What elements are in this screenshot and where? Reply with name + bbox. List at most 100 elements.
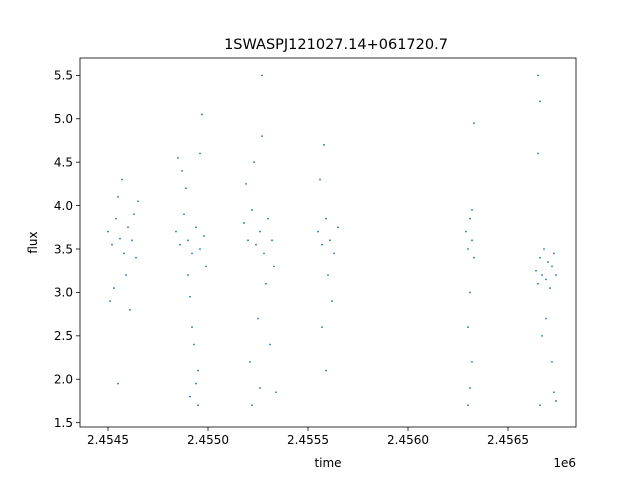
- data-point: [323, 143, 325, 146]
- data-point: [117, 196, 119, 198]
- data-point: [537, 282, 539, 285]
- data-point: [469, 291, 471, 294]
- data-point: [265, 282, 267, 285]
- data-point: [471, 239, 473, 242]
- data-point: [551, 265, 553, 268]
- x-axis-label: time: [314, 456, 341, 470]
- x-tick-label: 2.4545: [87, 433, 129, 447]
- data-point: [195, 382, 197, 385]
- data-point: [185, 187, 187, 190]
- data-point: [121, 178, 123, 181]
- data-point: [183, 213, 185, 216]
- data-point: [131, 239, 133, 242]
- data-point: [317, 230, 319, 233]
- data-point: [537, 152, 539, 155]
- data-point: [543, 248, 545, 250]
- data-point: [535, 269, 537, 272]
- data-point: [259, 230, 261, 233]
- x-tick-label: 2.4565: [487, 433, 529, 447]
- data-point: [273, 265, 275, 268]
- data-point: [247, 239, 249, 242]
- data-point: [203, 235, 205, 237]
- data-point: [541, 334, 543, 337]
- x-tick-label: 2.4550: [187, 433, 229, 447]
- data-point: [245, 182, 247, 185]
- data-point: [267, 217, 269, 220]
- data-point: [191, 326, 193, 329]
- data-point: [255, 243, 257, 246]
- data-point: [471, 209, 473, 211]
- data-point: [111, 243, 113, 246]
- data-point: [199, 248, 201, 250]
- data-point: [469, 387, 471, 389]
- data-point: [187, 274, 189, 276]
- data-point: [333, 252, 335, 255]
- x-axis-offset-label: 1e6: [553, 456, 576, 470]
- data-point: [115, 217, 117, 220]
- data-point: [251, 209, 253, 211]
- data-point: [331, 300, 333, 303]
- data-point: [189, 395, 191, 398]
- data-point: [113, 287, 115, 289]
- data-point: [119, 237, 121, 240]
- y-axis-label: flux: [26, 231, 40, 253]
- data-point: [263, 252, 265, 255]
- data-point: [123, 252, 125, 255]
- data-point: [261, 74, 263, 77]
- data-point: [261, 135, 263, 138]
- y-tick-label: 3.5: [54, 242, 73, 256]
- data-point: [539, 100, 541, 103]
- data-point: [251, 404, 253, 407]
- data-point: [539, 256, 541, 259]
- data-point: [137, 200, 139, 203]
- data-point: [473, 122, 475, 125]
- data-point: [193, 343, 195, 346]
- data-point: [197, 404, 199, 407]
- data-point: [541, 274, 543, 276]
- data-point: [201, 113, 203, 116]
- data-point: [117, 382, 119, 385]
- data-point: [553, 252, 555, 255]
- y-tick-label: 5.5: [54, 69, 73, 83]
- data-point: [253, 161, 255, 164]
- data-point: [275, 391, 277, 394]
- y-tick-label: 5.0: [54, 112, 73, 126]
- data-point: [129, 308, 131, 311]
- data-point: [249, 360, 251, 363]
- data-point: [547, 261, 549, 263]
- y-tick-label: 2.0: [54, 373, 73, 387]
- y-tick-label: 4.0: [54, 199, 73, 213]
- data-point: [473, 256, 475, 259]
- data-point: [191, 252, 193, 255]
- data-point: [545, 317, 547, 320]
- x-axis: 2.4545 2.4550 2.4555 2.4560 2.4565: [87, 427, 529, 447]
- data-point: [471, 360, 473, 363]
- data-point: [555, 400, 557, 402]
- data-point: [321, 243, 323, 246]
- y-tick-label: 3.0: [54, 286, 73, 300]
- plot-frame: [79, 57, 577, 428]
- data-point: [537, 74, 539, 77]
- data-point: [179, 243, 181, 246]
- data-point: [555, 274, 557, 276]
- data-point: [467, 248, 469, 250]
- data-point: [205, 265, 207, 268]
- data-point: [549, 287, 551, 289]
- data-point: [269, 343, 271, 346]
- data-point: [467, 404, 469, 407]
- data-point: [133, 213, 135, 216]
- data-point: [109, 300, 111, 303]
- x-tick-label: 2.4560: [387, 433, 429, 447]
- data-point: [259, 387, 261, 389]
- y-tick-label: 2.5: [54, 329, 73, 343]
- data-point: [329, 239, 331, 242]
- data-point: [539, 404, 541, 407]
- data-point: [553, 391, 555, 394]
- data-point: [465, 230, 467, 233]
- data-point: [187, 239, 189, 242]
- y-axis: 1.5 2.0 2.5 3.0 3.5 4.0 4.5 5.0 5.5: [54, 69, 80, 430]
- y-tick-label: 4.5: [54, 155, 73, 169]
- data-point: [321, 326, 323, 329]
- data-point: [175, 230, 177, 233]
